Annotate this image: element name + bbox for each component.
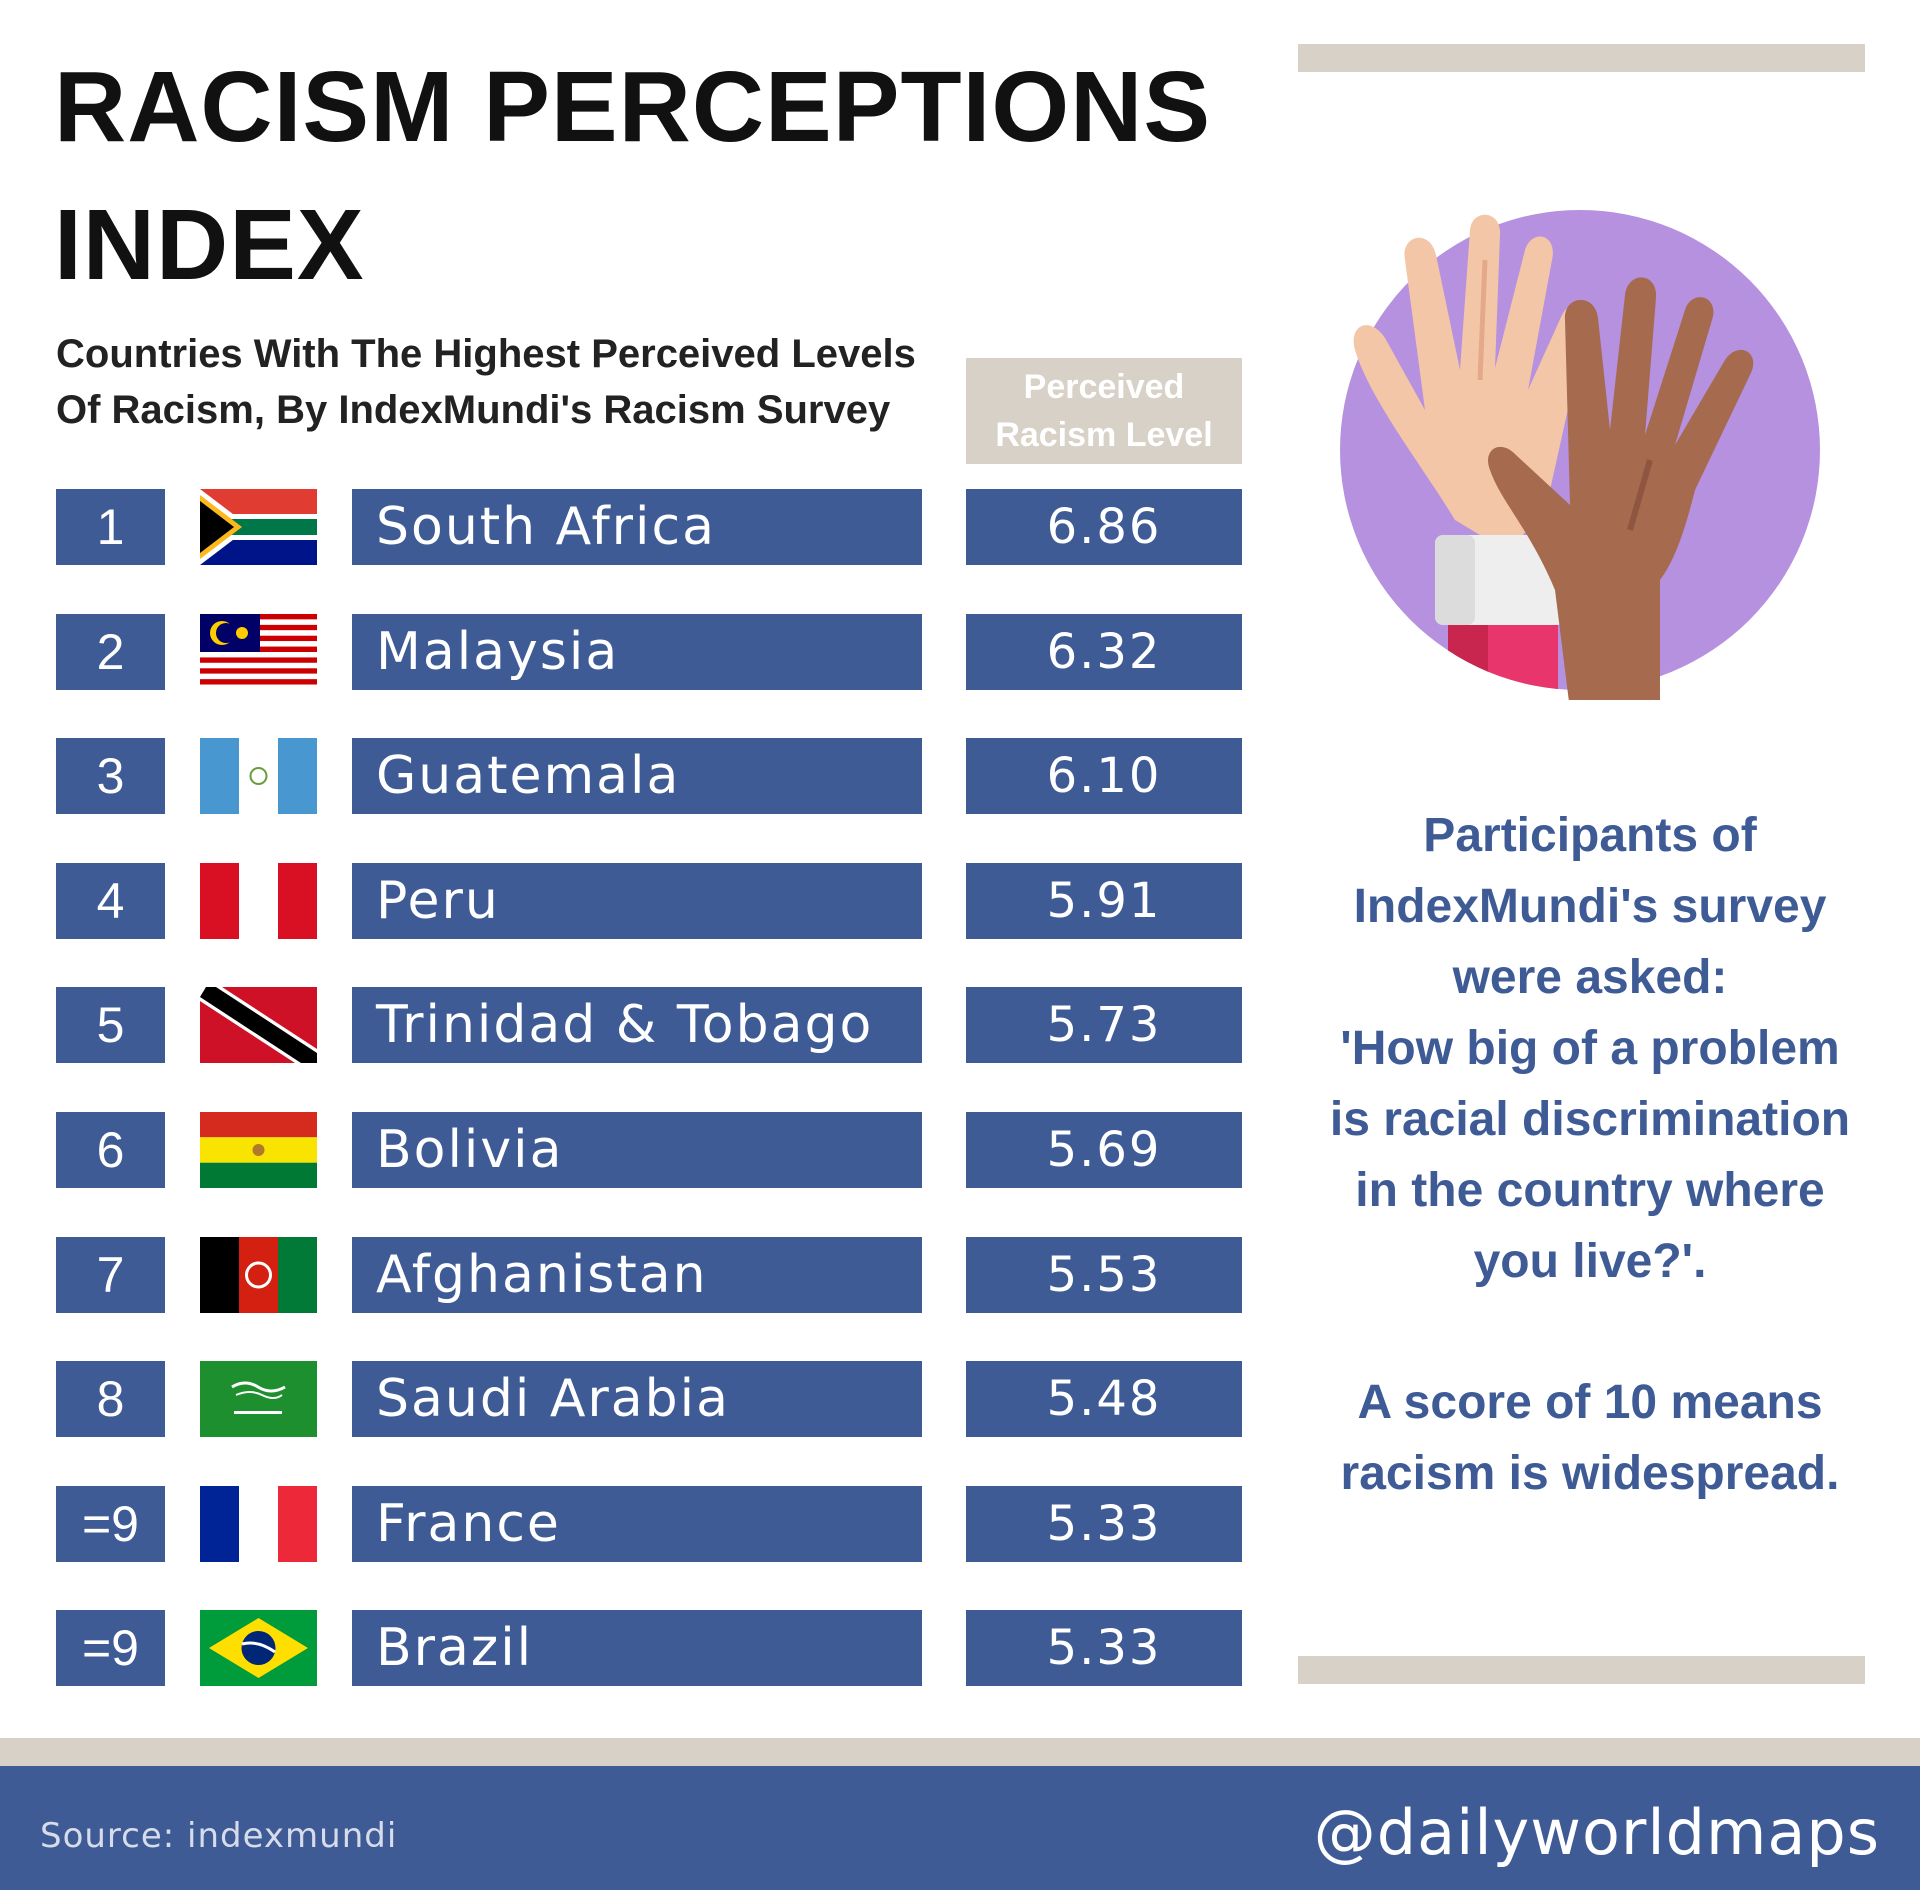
bottom-divider — [1298, 1656, 1865, 1684]
racism-level-value: 5.33 — [966, 1610, 1242, 1687]
table-row: =9 Brazil 5.33 — [0, 1610, 1260, 1687]
country-name: Bolivia — [352, 1112, 922, 1188]
racism-level-value: 5.69 — [966, 1112, 1242, 1188]
table-row: 3 Guatemala 6.10 — [0, 738, 1260, 815]
table-row: 2 Malaysia 6.32 — [0, 613, 1260, 690]
racism-level-value: 5.33 — [966, 1485, 1242, 1562]
note-line: in the country where — [1355, 1164, 1825, 1217]
rank-badge: 4 — [56, 862, 165, 939]
malaysia-flag-icon — [200, 613, 317, 690]
title-line-1: RACISM PERCEPTIONS — [54, 51, 1212, 163]
racism-level-value: 5.53 — [966, 1236, 1242, 1313]
peru-flag-icon — [200, 862, 317, 939]
racism-level-value: 5.48 — [966, 1361, 1242, 1438]
value-header-line-2: Racism Level — [995, 416, 1213, 454]
racism-level-value: 5.73 — [966, 987, 1242, 1064]
survey-note: Participants of IndexMundi's survey were… — [1300, 800, 1880, 1509]
bolivia-flag-icon — [200, 1112, 317, 1188]
ranking-table: 1 South Africa 6.86 2 Malaysia 6.32 3 Guatemala… — [0, 489, 1260, 1687]
note-line: 'How big of a problem — [1340, 1022, 1840, 1075]
table-row: 4 Peru 5.91 — [0, 862, 1260, 939]
racism-level-value: 6.86 — [966, 489, 1242, 565]
rank-badge: =9 — [56, 1485, 165, 1562]
score-line: A score of 10 means — [1357, 1376, 1823, 1429]
footer-bar — [0, 1766, 1920, 1890]
table-row: 5 Trinidad & Tobago 5.73 — [0, 987, 1260, 1064]
afghanistan-flag-icon — [200, 1236, 317, 1313]
racism-level-value: 5.91 — [966, 862, 1242, 939]
country-name: South Africa — [352, 489, 922, 565]
rank-badge: 7 — [56, 1236, 165, 1313]
country-name: Guatemala — [352, 738, 922, 815]
table-row: =9 France 5.33 — [0, 1485, 1260, 1562]
score-line: racism is widespread. — [1340, 1447, 1840, 1500]
rank-badge: 3 — [56, 738, 165, 815]
rank-badge: 2 — [56, 613, 165, 690]
footer-strip — [0, 1738, 1920, 1766]
note-line: you live?'. — [1473, 1235, 1707, 1288]
rank-badge: 6 — [56, 1112, 165, 1188]
france-flag-icon — [200, 1485, 317, 1562]
racism-level-value: 6.32 — [966, 613, 1242, 690]
top-divider — [1298, 44, 1865, 72]
table-row: 6 Bolivia 5.69 — [0, 1112, 1260, 1188]
table-row: 1 South Africa 6.86 — [0, 489, 1260, 565]
country-name: Brazil — [352, 1610, 922, 1687]
title-line-2: INDEX — [54, 189, 365, 301]
rank-badge: 5 — [56, 987, 165, 1064]
subtitle-line-1: Countries With The Highest Perceived Lev… — [56, 332, 916, 376]
page-title: RACISM PERCEPTIONS INDEX — [54, 38, 1211, 314]
raised-hands-icon — [1340, 210, 1820, 700]
note-line: were asked: — [1452, 951, 1728, 1004]
value-column-header: Perceived Racism Level — [966, 358, 1242, 464]
country-name: Trinidad & Tobago — [352, 987, 922, 1064]
note-line: Participants of — [1423, 809, 1757, 862]
value-header-line-1: Perceived — [1023, 368, 1185, 406]
rank-badge: =9 — [56, 1610, 165, 1687]
saudi-arabia-flag-icon — [200, 1361, 317, 1438]
brazil-flag-icon — [200, 1610, 317, 1687]
social-handle: @dailyworldmaps — [1313, 1796, 1880, 1869]
country-name: Afghanistan — [352, 1236, 922, 1313]
note-line: is racial discrimination — [1329, 1093, 1851, 1146]
subtitle-line-2: Of Racism, By IndexMundi's Racism Survey — [56, 388, 891, 432]
rank-badge: 8 — [56, 1361, 165, 1438]
country-name: Malaysia — [352, 613, 922, 690]
country-name: Saudi Arabia — [352, 1361, 922, 1438]
note-line: IndexMundi's survey — [1353, 880, 1827, 933]
trinidad-tobago-flag-icon — [200, 987, 317, 1064]
source-note: Source: indexmundi — [40, 1816, 398, 1856]
country-name: France — [352, 1485, 922, 1562]
country-name: Peru — [352, 862, 922, 939]
racism-level-value: 6.10 — [966, 738, 1242, 815]
page-subtitle: Countries With The Highest Perceived Lev… — [56, 326, 956, 438]
table-row: 8 Saudi Arabia 5.48 — [0, 1361, 1260, 1438]
rank-badge: 1 — [56, 489, 165, 565]
table-row: 7 Afghanistan 5.53 — [0, 1236, 1260, 1313]
south-africa-flag-icon — [200, 489, 317, 565]
guatemala-flag-icon — [200, 738, 317, 815]
